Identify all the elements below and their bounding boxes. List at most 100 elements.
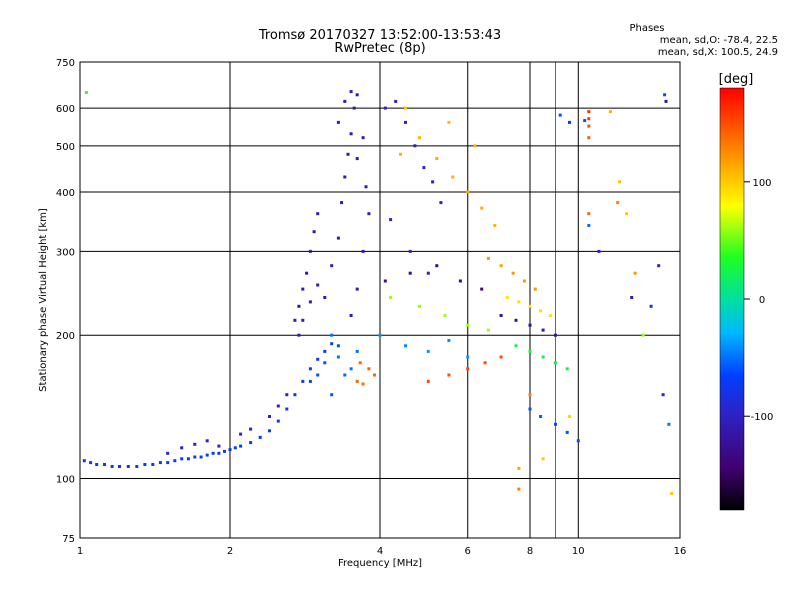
data-point xyxy=(343,99,347,103)
x-tick-labels: 1 2 4 6 8 10 16 xyxy=(77,546,687,557)
data-point xyxy=(426,379,430,383)
phase-note-o: mean, sd,O: -78.4, 22.5 xyxy=(660,35,778,46)
data-point xyxy=(373,373,376,377)
data-point xyxy=(533,287,537,291)
data-point xyxy=(499,264,503,268)
data-point xyxy=(528,349,532,353)
data-point xyxy=(383,106,387,110)
data-points xyxy=(82,90,674,495)
data-point xyxy=(316,283,320,287)
data-point xyxy=(217,444,221,448)
data-point xyxy=(361,249,365,253)
data-point xyxy=(173,459,177,463)
data-point xyxy=(539,309,543,313)
data-point xyxy=(389,218,393,222)
y-tick-label: 750 xyxy=(56,58,75,69)
data-point xyxy=(565,430,569,434)
data-point xyxy=(258,435,262,439)
data-point xyxy=(404,120,407,124)
y-tick-label: 200 xyxy=(56,331,75,342)
data-point xyxy=(205,453,209,457)
data-point xyxy=(528,407,532,411)
data-point xyxy=(336,355,340,359)
data-point xyxy=(330,342,334,346)
data-point xyxy=(649,304,653,308)
data-point xyxy=(110,465,114,468)
colorbar-tick-label: 0 xyxy=(759,295,765,306)
data-point xyxy=(466,190,470,194)
data-point xyxy=(336,236,340,240)
data-point xyxy=(336,344,340,348)
data-point xyxy=(466,355,470,359)
data-point xyxy=(447,373,451,377)
data-point xyxy=(367,367,371,371)
data-point xyxy=(84,91,88,94)
data-point xyxy=(587,110,591,114)
data-point xyxy=(239,432,243,436)
data-point xyxy=(618,180,621,184)
data-point xyxy=(394,99,398,103)
data-point xyxy=(664,99,668,103)
y-tick-label: 100 xyxy=(56,475,75,486)
data-point xyxy=(285,407,289,411)
data-point xyxy=(308,379,312,383)
data-point xyxy=(349,132,353,136)
chart-subtitle: RwPretec (8p) xyxy=(334,41,425,56)
data-point xyxy=(541,457,545,461)
data-point xyxy=(466,367,470,371)
data-point xyxy=(89,461,93,465)
data-point xyxy=(361,382,365,386)
data-point xyxy=(517,466,521,470)
data-point xyxy=(193,455,197,459)
data-point xyxy=(404,106,407,110)
data-point xyxy=(426,271,430,275)
data-point xyxy=(223,449,226,453)
data-point xyxy=(297,333,301,337)
data-point xyxy=(330,393,334,397)
data-point xyxy=(316,357,320,361)
y-tick-label: 75 xyxy=(62,534,75,545)
data-point xyxy=(151,463,155,466)
y-tick-label: 300 xyxy=(56,247,75,258)
data-point xyxy=(205,439,209,443)
data-point xyxy=(249,441,253,445)
data-point xyxy=(346,152,350,156)
data-point xyxy=(541,328,545,332)
data-point xyxy=(103,463,106,466)
data-point xyxy=(568,120,571,124)
x-tick-label: 10 xyxy=(572,546,585,557)
data-point xyxy=(439,201,443,205)
data-point xyxy=(358,361,362,365)
data-point xyxy=(340,201,344,205)
data-point xyxy=(378,333,382,337)
data-point xyxy=(211,451,215,455)
data-point xyxy=(330,264,334,268)
data-point xyxy=(355,349,359,353)
data-point xyxy=(541,355,545,359)
data-point xyxy=(323,349,327,353)
data-point xyxy=(233,446,237,450)
data-point xyxy=(554,333,557,337)
data-point xyxy=(268,429,271,433)
data-point xyxy=(193,442,197,446)
data-point xyxy=(505,296,509,299)
data-point xyxy=(554,361,557,365)
colorbar-ticks: 100 0 -100 xyxy=(744,178,773,423)
data-point xyxy=(343,175,347,179)
data-point xyxy=(323,361,327,365)
data-point xyxy=(447,120,451,124)
data-point xyxy=(443,314,447,317)
data-point xyxy=(480,287,484,291)
data-point xyxy=(308,367,312,371)
data-point xyxy=(355,93,359,97)
data-point xyxy=(408,249,412,253)
data-point xyxy=(389,296,393,299)
y-tick-label: 500 xyxy=(56,142,75,153)
x-axis-label: Frequency [MHz] xyxy=(338,558,422,569)
x-tick-label: 2 xyxy=(227,546,233,557)
data-point xyxy=(539,415,543,418)
data-point xyxy=(301,318,305,322)
data-point xyxy=(528,304,532,308)
data-point xyxy=(661,393,665,397)
